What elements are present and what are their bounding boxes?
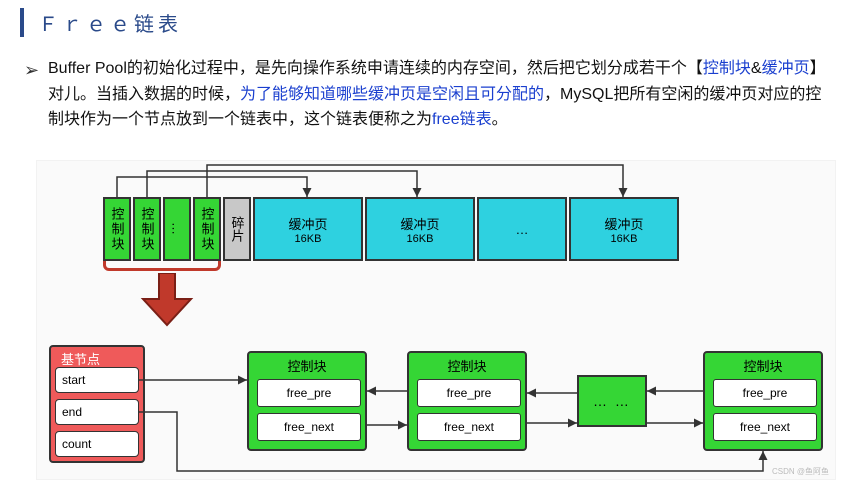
text-blue4: free链表 [432, 111, 492, 128]
control-block-2: 控制块 [133, 197, 161, 261]
text-seg1: Buffer Pool的初始化过程中，是先向操作系统申请连续的内存空间，然后把它… [48, 60, 703, 77]
control-group-2-header: 控制块 [409, 356, 525, 375]
control-group-2-next: free_next [417, 413, 521, 441]
control-block-n: 控制块 [193, 197, 221, 261]
bullet-body: Buffer Pool的初始化过程中，是先向操作系统申请连续的内存空间，然后把它… [48, 56, 826, 133]
text-blue3: 为了能够知道哪些缓冲页是空闲且可分配的 [240, 86, 544, 103]
control-group-2: 控制块 free_pre free_next [407, 351, 527, 451]
control-block-dots: … [163, 197, 191, 261]
base-node-label: 基节点 [55, 347, 106, 368]
control-group-1: 控制块 free_pre free_next [247, 351, 367, 451]
diagram-panel: 控制块 控制块 … 控制块 碎片 缓冲页16KB 缓冲页16KB … 缓冲页16… [36, 160, 836, 480]
bullet-marker: ➢ [24, 56, 39, 85]
control-group-1-header: 控制块 [249, 356, 365, 375]
base-field-count: count [55, 431, 139, 457]
control-group-1-pre: free_pre [257, 379, 361, 407]
big-down-arrow-icon [137, 273, 197, 329]
control-group-n-header: 控制块 [705, 356, 821, 375]
control-group-1-next: free_next [257, 413, 361, 441]
control-block-1: 控制块 [103, 197, 131, 261]
base-field-end: end [55, 399, 139, 425]
text-blue2: 缓冲页 [762, 60, 810, 77]
base-field-start: start [55, 367, 139, 393]
control-group-2-pre: free_pre [417, 379, 521, 407]
text-amp: & [751, 60, 762, 77]
text-seg4: 。 [492, 111, 508, 128]
bullet-paragraph: ➢ Buffer Pool的初始化过程中，是先向操作系统申请连续的内存空间，然后… [26, 56, 826, 133]
buffer-page-2: 缓冲页16KB [365, 197, 475, 261]
control-group-n-next: free_next [713, 413, 817, 441]
brace-under-controls [103, 261, 221, 271]
watermark: CSDN @鱼阿鱼 [772, 466, 829, 477]
buffer-page-dots: … [477, 197, 567, 261]
buffer-page-n: 缓冲页16KB [569, 197, 679, 261]
page-title: Ｆｒｅｅ链表 [20, 8, 182, 37]
text-blue1: 控制块 [703, 60, 751, 77]
buffer-page-1: 缓冲页16KB [253, 197, 363, 261]
fragment-block: 碎片 [223, 197, 251, 261]
control-group-n-pre: free_pre [713, 379, 817, 407]
control-group-dots: … … [577, 375, 647, 427]
control-group-n: 控制块 free_pre free_next [703, 351, 823, 451]
